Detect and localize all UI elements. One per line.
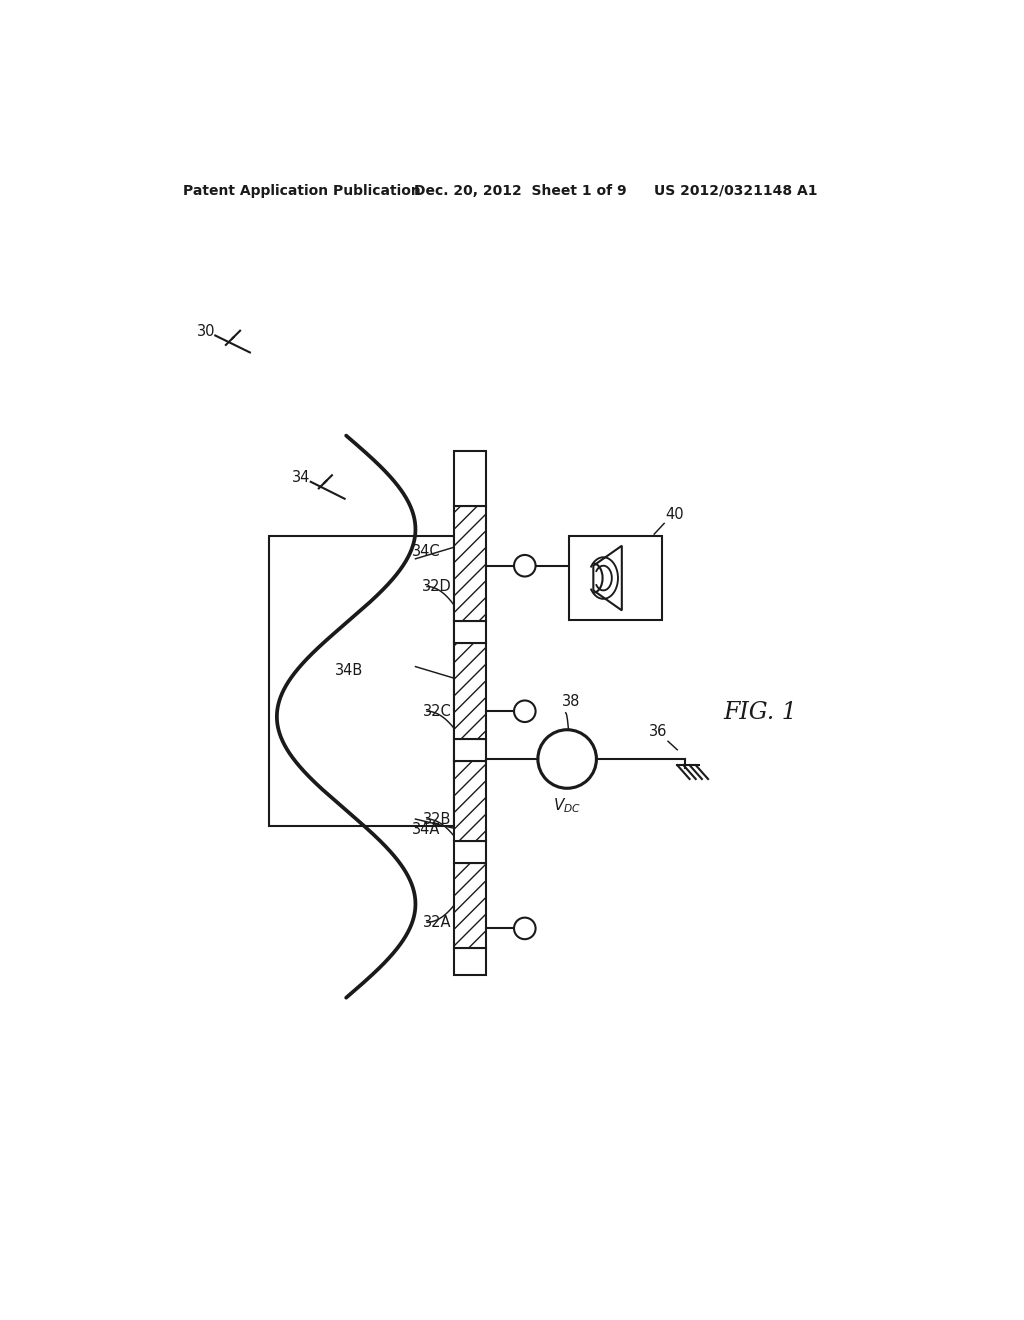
Text: +: + [549,748,565,767]
Polygon shape [593,545,622,610]
Bar [454,841,486,863]
Text: 32A: 32A [423,915,452,929]
Circle shape [514,554,536,577]
Circle shape [514,917,536,940]
Bar [569,536,662,620]
Text: 38: 38 [562,694,581,709]
Text: 36: 36 [649,723,668,739]
Bar [454,948,486,974]
Text: Patent Application Publication: Patent Application Publication [183,183,421,198]
Text: 40: 40 [666,507,684,521]
Bar [454,622,486,643]
Circle shape [538,730,596,788]
Text: 34B: 34B [335,663,362,678]
Text: $V_{DC}$: $V_{DC}$ [553,796,582,814]
Text: 34C: 34C [412,544,440,558]
Text: v: v [649,573,656,586]
Text: 32C: 32C [423,704,452,719]
Bar [454,643,486,739]
Text: FIG. 1: FIG. 1 [724,701,798,725]
Bar [454,739,486,760]
Text: 30: 30 [197,325,215,339]
Bar [454,760,486,841]
Text: 32B: 32B [423,812,452,826]
Text: US 2012/0321148 A1: US 2012/0321148 A1 [654,183,817,198]
Text: 34A: 34A [412,822,440,837]
Bar [454,863,486,948]
Text: 32D: 32D [422,579,452,594]
Text: −: − [569,748,586,767]
Text: 34: 34 [293,470,310,486]
Circle shape [514,701,536,722]
Bar [454,451,486,506]
Bar [454,506,486,622]
Bar [269,536,454,826]
Text: Dec. 20, 2012  Sheet 1 of 9: Dec. 20, 2012 Sheet 1 of 9 [414,183,627,198]
